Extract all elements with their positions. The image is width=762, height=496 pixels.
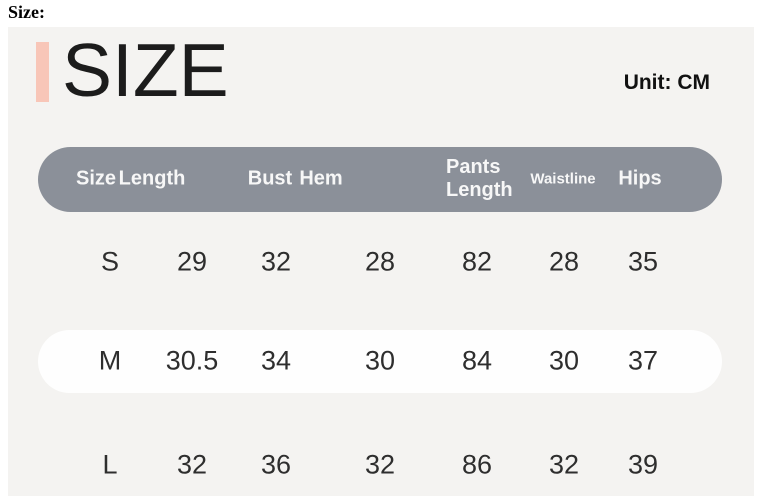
col-header-size: Size [75,167,117,190]
cell-bust: 32 [260,246,292,277]
cell-length: 30.5 [165,345,219,376]
cell-hem: 32 [364,449,396,480]
cell-hips: 35 [627,246,659,277]
cell-length: 29 [176,246,208,277]
col-header-hem: Hem [299,167,343,190]
col-header-length: Length [118,167,186,190]
panel-title: SIZE [62,27,229,112]
cell-hips: 37 [627,345,659,376]
size-chart-panel: SIZE Unit: CM Size Length Bust Hem Pants… [8,27,754,496]
cell-length: 32 [176,449,208,480]
cell-pants-length: 86 [461,449,493,480]
col-header-bust: Bust [247,167,293,190]
cell-bust: 34 [260,345,292,376]
row-highlight-background [38,330,722,393]
title-accent-bar [36,42,49,102]
cell-waistline: 28 [548,246,580,277]
cell-pants-length: 84 [461,345,493,376]
table-header-background [38,147,722,212]
cell-hem: 28 [364,246,396,277]
cell-pants-length: 82 [461,246,493,277]
cell-hem: 30 [364,345,396,376]
col-header-hips: Hips [618,167,662,190]
cell-size: S [100,246,120,277]
cell-bust: 36 [260,449,292,480]
cell-waistline: 30 [548,345,580,376]
col-header-waistline: Waistline [530,170,596,188]
size-field-label: Size: [8,2,45,22]
col-header-pants-length: Pants Length [446,156,513,201]
cell-size: M [98,345,122,376]
cell-size: L [102,449,118,480]
unit-label: Unit: CM [623,70,710,94]
cell-hips: 39 [627,449,659,480]
cell-waistline: 32 [548,449,580,480]
